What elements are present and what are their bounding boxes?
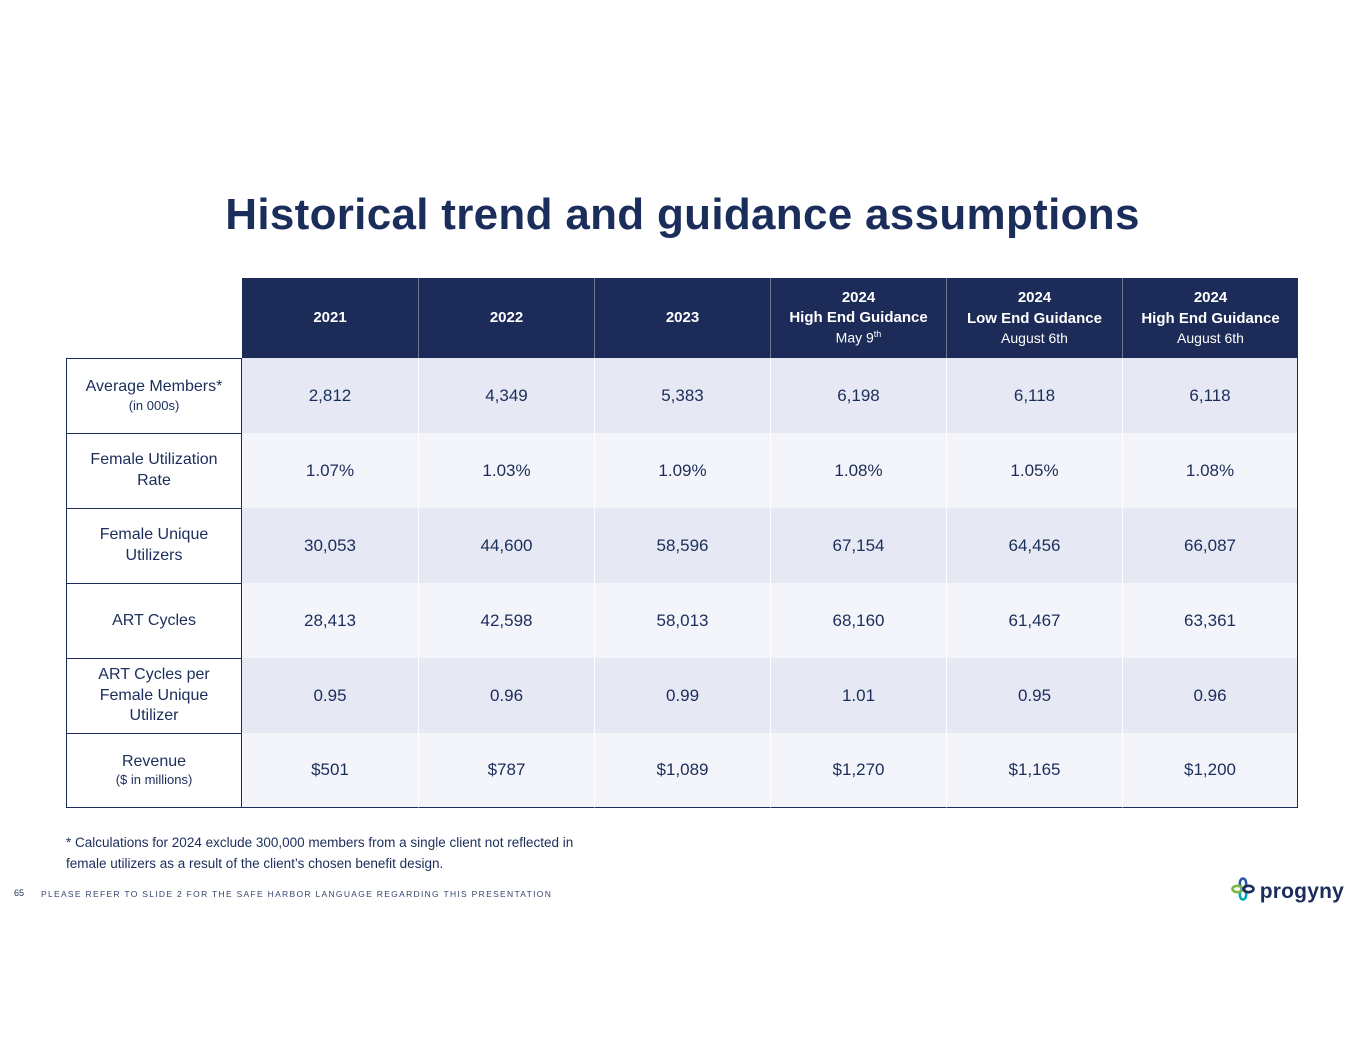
table-cell: 1.07% (242, 433, 418, 508)
column-header-date-text: May 9 (835, 330, 874, 347)
row-label-art-cycles: ART Cycles (66, 583, 242, 658)
footnote-line-2: female utilizers as a result of the clie… (66, 855, 444, 871)
row-label-text: Female Utilization Rate (90, 451, 218, 489)
table-cell: 1.08% (770, 433, 946, 508)
table-cell: 67,154 (770, 508, 946, 583)
row-label-revenue: Revenue ($ in millions) (66, 733, 242, 808)
table-corner-spacer (66, 278, 242, 358)
table-cell: 58,596 (594, 508, 770, 583)
table-cell: $1,270 (770, 733, 946, 808)
table-cell: 63,361 (1122, 583, 1298, 658)
table-cell: 68,160 (770, 583, 946, 658)
column-header-label: 2024 (841, 288, 876, 306)
table-cell: 0.95 (946, 658, 1122, 733)
table-cell: 0.99 (594, 658, 770, 733)
data-table: 2021 2022 2023 2024 High End Guidance Ma… (66, 278, 1298, 808)
table-cell: 1.01 (770, 658, 946, 733)
row-label-average-members: Average Members* (in 000s) (66, 358, 242, 433)
footer-disclaimer: PLEASE REFER TO SLIDE 2 FOR THE SAFE HAR… (41, 889, 553, 899)
table-cell: 6,118 (946, 358, 1122, 433)
column-header-label: 2022 (489, 308, 524, 326)
footnote: * Calculations for 2024 exclude 300,000 … (66, 833, 573, 875)
row-label-subtext: ($ in millions) (115, 772, 193, 788)
column-header-2023: 2023 (594, 278, 770, 358)
table-cell: 5,383 (594, 358, 770, 433)
table-cell: 58,013 (594, 583, 770, 658)
table-cell: 44,600 (418, 508, 594, 583)
slide-title: Historical trend and guidance assumption… (225, 190, 1140, 239)
table-cell: $501 (242, 733, 418, 808)
row-label-text: Female Unique Utilizers (99, 526, 209, 564)
table-cell: 6,118 (1122, 358, 1298, 433)
table-cell: 28,413 (242, 583, 418, 658)
table-cell: $1,165 (946, 733, 1122, 808)
column-header-date: August 6th (1177, 329, 1244, 346)
column-header-2022: 2022 (418, 278, 594, 358)
row-label-text: ART Cycles per Female Unique Utilizer (98, 665, 210, 725)
row-label-subtext: (in 000s) (128, 397, 180, 413)
progyny-logo-text: progyny (1259, 879, 1344, 903)
table-cell: 66,087 (1122, 508, 1298, 583)
row-label-art-cycles-per-female-unique-utilizer: ART Cycles per Female Unique Utilizer (66, 658, 242, 733)
table-cell: 1.09% (594, 433, 770, 508)
row-label-text: ART Cycles (112, 611, 196, 629)
table-cell: 6,198 (770, 358, 946, 433)
table-cell: 0.96 (1122, 658, 1298, 733)
column-header-2021: 2021 (242, 278, 418, 358)
column-header-sublabel: Low End Guidance (966, 309, 1102, 327)
row-label-text: Revenue (121, 752, 187, 770)
progyny-logo: progyny (1230, 876, 1344, 907)
column-header-label: 2024 (1017, 289, 1052, 307)
column-header-2024-high-end-august-6: 2024 High End Guidance August 6th (1122, 278, 1298, 358)
column-header-date: May 9th (836, 328, 882, 348)
column-header-2024-high-end-may-9: 2024 High End Guidance May 9th (770, 278, 946, 358)
table-cell: 0.95 (242, 658, 418, 733)
column-header-label: 2023 (665, 308, 700, 326)
table-cell: $1,200 (1122, 733, 1298, 808)
table-cell: 61,467 (946, 583, 1122, 658)
table-cell: 2,812 (242, 358, 418, 433)
column-header-label: 2024 (1193, 289, 1228, 307)
row-label-female-utilization-rate: Female Utilization Rate (66, 433, 242, 508)
table-cell: 4,349 (418, 358, 594, 433)
row-label-female-unique-utilizers: Female Unique Utilizers (66, 508, 242, 583)
column-header-label: 2021 (313, 308, 347, 326)
table-cell: $1,089 (594, 733, 770, 808)
table-cell: 30,053 (242, 508, 418, 583)
column-header-2024-low-end-august-6: 2024 Low End Guidance August 6th (946, 278, 1122, 358)
ordinal-suffix: th (873, 329, 882, 340)
footnote-line-1: * Calculations for 2024 exclude 300,000 … (66, 835, 574, 850)
row-label-text: Average Members* (85, 378, 223, 396)
column-header-date: August 6th (1001, 329, 1068, 346)
page-number: 65 (14, 888, 25, 898)
table-cell: 0.96 (418, 658, 594, 733)
table-cell: 1.08% (1122, 433, 1298, 508)
progyny-flower-icon (1230, 876, 1256, 907)
column-header-sublabel: High End Guidance (789, 309, 928, 327)
table-cell: 42,598 (418, 583, 594, 658)
table-cell: 64,456 (946, 508, 1122, 583)
table-cell: 1.05% (946, 433, 1122, 508)
table-cell: $787 (418, 733, 594, 808)
column-header-sublabel: High End Guidance (1141, 309, 1280, 327)
table-cell: 1.03% (418, 433, 594, 508)
